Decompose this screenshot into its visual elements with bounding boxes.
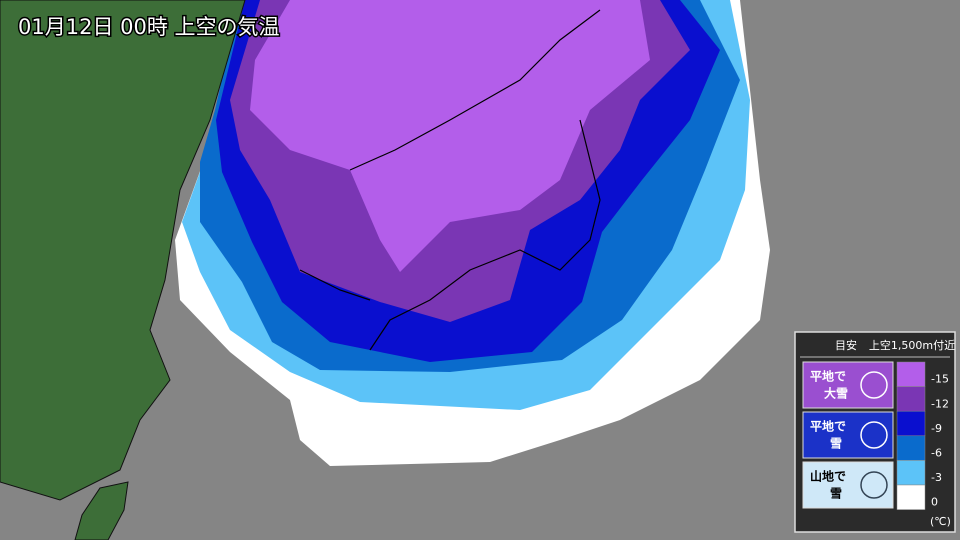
swatch [896, 361, 926, 387]
guide-text: 大雪 [824, 386, 848, 401]
guide-box [802, 461, 894, 509]
guide-icon [860, 471, 888, 499]
guide-text: 雪 [830, 487, 842, 501]
guide-text: 平地で [810, 419, 846, 434]
step-label: -6 [931, 447, 942, 460]
title: 01月12日 00時 上空の気温 [18, 15, 280, 39]
guide-text: 雪 [830, 437, 842, 451]
swatch [896, 460, 926, 486]
guide-text: 山地で [810, 469, 846, 484]
temperature-field [175, 0, 770, 466]
guide-box [802, 361, 894, 409]
legend-subtitle: 上空1,500m付近 [869, 338, 955, 352]
step-label: -9 [931, 422, 942, 435]
swatch [896, 435, 926, 461]
swatch [896, 410, 926, 437]
step-label: -12 [931, 397, 949, 410]
swatch [896, 386, 926, 412]
step-label: -15 [931, 373, 949, 386]
legend-title: 目安 [835, 338, 857, 352]
guide-box [802, 411, 894, 459]
band-15 [250, 0, 650, 272]
coastline [299, 9, 601, 351]
unit-label: (℃) [930, 515, 951, 528]
step-label: -3 [931, 471, 942, 484]
guide-icon [860, 371, 888, 399]
swatch [896, 484, 926, 510]
continent [0, 0, 246, 501]
guide-text: 平地で [810, 369, 846, 384]
guide-icon [860, 421, 888, 449]
island [74, 481, 129, 540]
step-label: 0 [931, 496, 938, 509]
